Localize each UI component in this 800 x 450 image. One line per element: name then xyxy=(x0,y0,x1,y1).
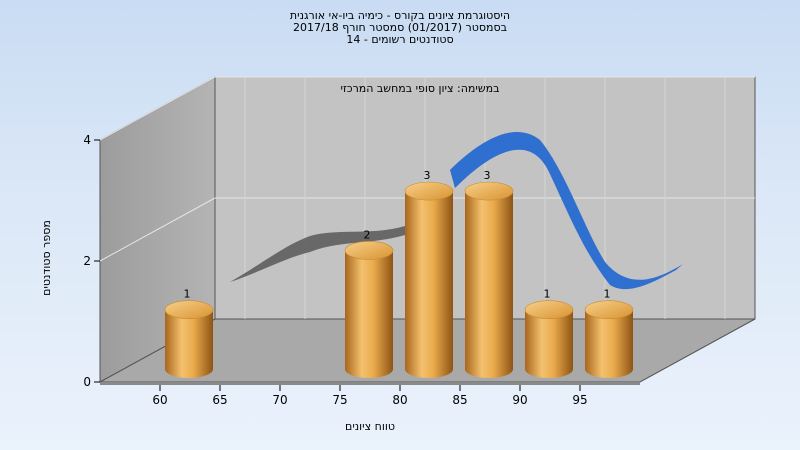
bar-data-label: 1 xyxy=(184,288,191,301)
bar-cap xyxy=(524,300,574,320)
bar-75: 2 xyxy=(344,228,394,378)
bar-cap xyxy=(464,181,514,201)
y-tick-label: 4 xyxy=(83,133,91,147)
x-tick-label: 90 xyxy=(512,393,527,407)
bar-cap xyxy=(404,181,454,201)
x-tick-label: 75 xyxy=(332,393,347,407)
y-tick-label: 2 xyxy=(83,254,91,268)
bar-95: 1 xyxy=(584,288,634,378)
bar-80: 3 xyxy=(404,169,454,378)
x-tick-label: 70 xyxy=(272,393,287,407)
chart-title-line-2: בסמסטר (01/2017) סמסטר חורף 2017/18 xyxy=(293,21,507,34)
bar-body xyxy=(345,250,393,378)
bar-body xyxy=(585,309,633,378)
bar-60: 1 xyxy=(164,288,214,378)
x-tick-label: 65 xyxy=(212,393,227,407)
gridline-left xyxy=(99,197,216,262)
bar-90: 1 xyxy=(524,288,574,378)
x-tick-label: 80 xyxy=(392,393,407,407)
bar-body xyxy=(465,191,513,378)
floor-edge xyxy=(100,382,640,385)
bar-data-label: 3 xyxy=(484,169,491,182)
chart-title-line-3: סטודנטים רשומים - 14 xyxy=(346,33,454,46)
bar-data-label: 1 xyxy=(604,288,611,301)
bar-cap xyxy=(164,300,214,320)
gridline-left xyxy=(99,76,216,141)
bar-data-label: 3 xyxy=(424,169,431,182)
bar-body xyxy=(165,309,213,378)
chart-title: היסטוגרמת ציונים בקורס - כימיה ביו-אי או… xyxy=(0,10,800,46)
x-tick-label: 60 xyxy=(152,393,167,407)
bar-85: 3 xyxy=(464,169,514,378)
x-tick-label: 85 xyxy=(452,393,467,407)
bar-data-label: 1 xyxy=(544,288,551,301)
chart-title-line-1: היסטוגרמת ציונים בקורס - כימיה ביו-אי או… xyxy=(289,9,511,22)
bar-data-label: 2 xyxy=(364,228,371,241)
x-axis-label: טווח ציונים xyxy=(345,420,395,433)
bar-body xyxy=(525,309,573,378)
x-tick-label: 95 xyxy=(572,393,587,407)
bar-cap xyxy=(344,241,394,260)
bar-cap xyxy=(584,300,634,320)
y-axis-label: מספר סטודנטים xyxy=(40,220,53,296)
bar-body xyxy=(405,191,453,378)
y-tick-label: 0 xyxy=(83,375,91,389)
trend-ribbon xyxy=(230,131,683,290)
chart-annotation: במשימה: ציון סופי במחשב המרכזי xyxy=(340,82,499,95)
trend-ribbon-back xyxy=(230,226,405,282)
